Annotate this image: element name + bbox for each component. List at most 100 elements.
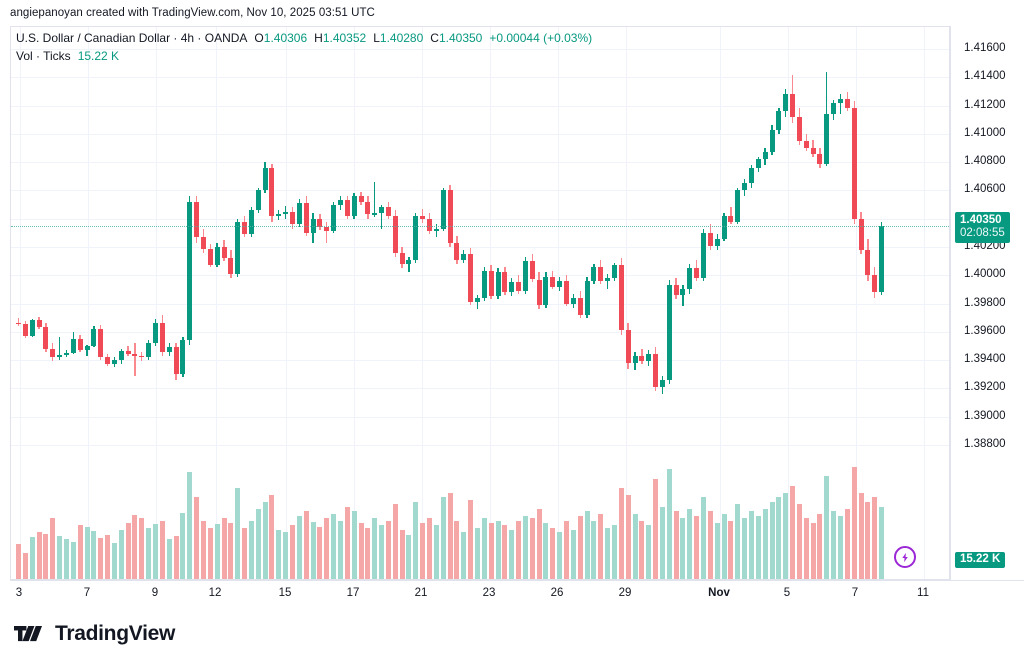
candle-body — [687, 268, 693, 290]
volume-bar — [187, 471, 193, 579]
volume-bar — [632, 513, 638, 579]
time-axis-label: 15 — [278, 587, 292, 599]
candle-body — [529, 261, 535, 280]
candle-body — [605, 278, 611, 281]
candle-body — [235, 221, 241, 274]
candle-body — [653, 354, 659, 387]
candle-body — [851, 108, 857, 219]
volume-bar — [36, 532, 42, 579]
gridline-horizontal — [11, 388, 949, 390]
candle-body — [372, 213, 378, 215]
volume-bar — [824, 476, 830, 579]
volume-bar — [838, 516, 843, 579]
volume-bar — [337, 520, 343, 579]
volume-series — [11, 27, 949, 579]
candle-body — [214, 247, 220, 265]
candle-wick — [606, 273, 609, 290]
candle-body — [454, 242, 460, 260]
tradingview-wordmark: TradingView — [55, 622, 176, 645]
candle-body — [865, 249, 871, 276]
candle-body — [659, 379, 665, 387]
time-axis-label: 3 — [15, 587, 23, 599]
candle-body — [433, 228, 439, 232]
price-axis[interactable]: 1.40350 02:08:55 15.22 K 1.41600 1.41400 1… — [950, 26, 1024, 580]
candle-body — [488, 271, 494, 297]
volume-bar — [63, 539, 69, 579]
volume-bar — [680, 518, 686, 579]
volume-bar — [687, 509, 693, 579]
gridline-vertical — [156, 27, 157, 579]
candle-wick — [839, 94, 842, 115]
lightning-bolt-icon[interactable] — [894, 546, 916, 568]
current-price-line — [11, 225, 949, 227]
candle-body — [248, 210, 254, 235]
current-price-value: 1.40350 — [960, 213, 1002, 226]
candle-body — [803, 141, 809, 149]
volume-bar — [351, 511, 357, 579]
candle-body — [824, 114, 830, 164]
time-axis[interactable]: 3 7 9 12 15 17 21 23 26 29 Nov 5 7 11 — [10, 580, 1024, 607]
candle-body — [879, 225, 885, 293]
candle-body — [420, 215, 426, 219]
price-axis-label: 1.41000 — [964, 126, 1006, 139]
volume-bar — [769, 502, 775, 579]
volume-bar — [132, 514, 138, 579]
volume-bar — [433, 525, 439, 579]
volume-bar — [591, 520, 597, 579]
candle-wick — [86, 344, 88, 356]
price-axis-label: 1.40200 — [964, 240, 1006, 252]
volume-bar — [481, 518, 487, 579]
price-axis-label: 1.38800 — [964, 437, 1006, 450]
volume-bar — [529, 518, 535, 579]
gridline-horizontal — [11, 77, 949, 79]
volume-bar — [317, 526, 323, 579]
candle-body — [543, 276, 549, 305]
volume-bar — [22, 553, 28, 579]
volume-bar — [105, 534, 111, 579]
candle-body — [84, 345, 90, 351]
volume-bar — [865, 502, 871, 579]
volume-bar — [207, 527, 213, 579]
time-axis-label: 21 — [414, 587, 428, 599]
gridline-vertical — [490, 27, 491, 579]
volume-bar — [57, 535, 63, 579]
candle-body — [139, 355, 145, 358]
candle-body — [57, 355, 63, 358]
volume-badge: 15.22 K — [955, 552, 1006, 568]
candle-wick — [421, 208, 424, 223]
volume-bar — [118, 530, 124, 579]
candle-body — [351, 196, 357, 216]
candle-body — [673, 285, 679, 296]
candle-body — [618, 265, 624, 331]
candle-body — [399, 252, 405, 264]
volume-bar — [242, 527, 248, 579]
candle-body — [43, 326, 49, 349]
price-axis-label: 1.40600 — [964, 183, 1006, 196]
time-axis-label: Nov — [708, 587, 730, 599]
volume-bar — [310, 521, 316, 579]
chart-canvas[interactable] — [10, 26, 950, 580]
volume-bar — [420, 523, 426, 579]
gridline-horizontal — [11, 133, 949, 135]
candle-body — [817, 153, 823, 164]
gridline-vertical — [422, 27, 423, 579]
candle-body — [283, 211, 289, 215]
volume-bar — [516, 520, 522, 579]
volume-bar — [427, 518, 432, 579]
volume-bar — [413, 502, 419, 579]
volume-bar — [235, 488, 241, 579]
candle-body — [310, 218, 316, 233]
candle-body — [385, 207, 391, 216]
candle-body — [694, 268, 700, 279]
candle-body — [611, 265, 617, 279]
volume-bar — [379, 525, 385, 579]
volume-bar — [461, 532, 467, 579]
volume-bar — [166, 539, 172, 579]
gridline-horizontal — [11, 190, 949, 192]
volume-bar — [84, 526, 90, 579]
candle-body — [36, 320, 42, 327]
volume-bar — [324, 518, 330, 579]
candle-body — [290, 211, 295, 225]
candle-body — [790, 94, 796, 117]
